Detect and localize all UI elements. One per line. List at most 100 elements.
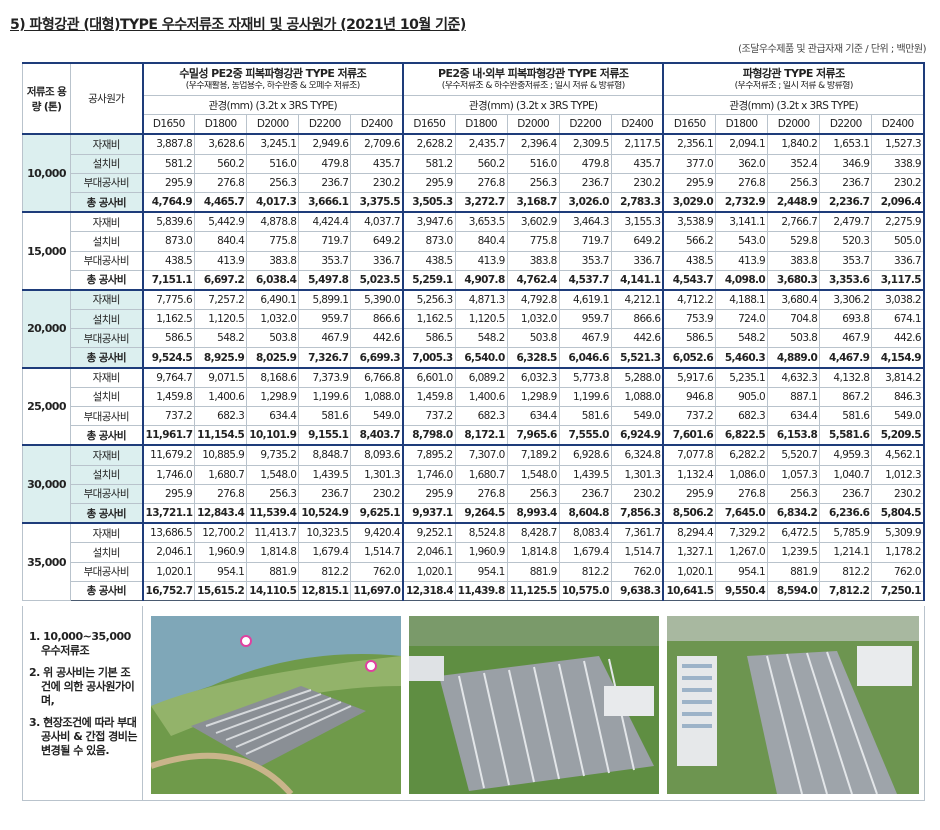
value-cell: 634.4 (246, 405, 300, 427)
value-cell: 9,625.1 (350, 502, 404, 524)
value-cell: 1,239.5 (767, 542, 821, 563)
value-cell: 549.0 (871, 405, 926, 427)
value-cell: 13,721.1 (141, 502, 196, 524)
value-cell: 2,117.5 (610, 133, 665, 155)
value-cell: 2,046.1 (141, 542, 196, 563)
value-cell: 230.2 (350, 483, 404, 504)
diameter-header: D2400 (610, 114, 665, 135)
value-cell: 3,155.3 (610, 211, 665, 233)
value-cell: 8,848.7 (298, 444, 352, 466)
value-cell: 3,653.5 (454, 211, 508, 233)
value-cell: 11,154.5 (194, 425, 248, 446)
value-cell: 1,298.9 (506, 386, 560, 408)
value-cell: 6,601.0 (401, 366, 456, 388)
data-row: 부대공사비 438.5 413.9 383.8 353.7 336.7 438.5 413.9… (23, 250, 926, 271)
value-cell: 881.9 (246, 561, 300, 582)
value-cell: 346.9 (819, 153, 873, 174)
value-cell: 9,155.1 (298, 425, 352, 446)
value-cell: 4,212.1 (610, 288, 665, 311)
item-cell: 총 공사비 (70, 269, 143, 291)
value-cell: 8,403.7 (350, 425, 404, 446)
value-cell: 737.2 (141, 405, 196, 427)
value-cell: 12,700.2 (194, 522, 248, 544)
value-cell: 812.2 (298, 561, 352, 582)
value-cell: 775.8 (506, 231, 560, 252)
value-cell: 438.5 (662, 250, 717, 271)
value-cell: 256.3 (506, 172, 560, 193)
item-cell: 부대공사비 (70, 405, 143, 427)
value-cell: 1,746.0 (141, 464, 196, 485)
value-cell: 5,390.0 (350, 288, 404, 311)
value-cell: 753.9 (662, 309, 717, 330)
value-cell: 549.0 (350, 405, 404, 427)
value-cell: 338.9 (871, 153, 926, 174)
diameter-header: D2000 (246, 114, 300, 135)
value-cell: 5,521.3 (610, 347, 665, 369)
item-cell: 부대공사비 (70, 483, 143, 504)
value-cell: 1,439.5 (558, 464, 612, 485)
value-cell: 6,089.2 (454, 366, 508, 388)
item-cell: 자재비 (70, 522, 143, 544)
value-cell: 6,928.6 (558, 444, 612, 466)
group-subtitle: (우수저류조 ; 일시 저류 & 방류형) (662, 81, 925, 96)
notes: 1. 10,000~35,000 우수저류조 2. 위 공사비는 기본 조건에 의… (23, 606, 143, 800)
item-cell: 총 공사비 (70, 191, 143, 213)
value-cell: 8,594.0 (767, 580, 821, 601)
value-cell: 3,117.5 (871, 269, 926, 291)
value-cell: 503.8 (506, 328, 560, 349)
value-cell: 905.0 (715, 386, 769, 408)
value-cell: 6,822.5 (715, 425, 769, 446)
value-cell: 8,925.9 (194, 347, 248, 369)
value-cell: 467.9 (819, 328, 873, 349)
item-cell: 설치비 (70, 464, 143, 485)
value-cell: 1,120.5 (194, 309, 248, 330)
value-cell: 413.9 (454, 250, 508, 271)
value-cell: 866.6 (350, 309, 404, 330)
value-cell: 4,871.3 (454, 288, 508, 311)
value-cell: 543.0 (715, 231, 769, 252)
value-cell: 516.0 (506, 153, 560, 174)
note: 2. 위 공사비는 기본 조건에 의한 공사원가이며, (29, 666, 135, 707)
value-cell: 2,709.6 (350, 133, 404, 155)
value-cell: 9,764.7 (141, 366, 196, 388)
data-row: 부대공사비 295.9 276.8 256.3 236.7 230.2 295.9 276.8… (23, 172, 926, 193)
value-cell: 634.4 (767, 405, 821, 427)
group-title: 파형강관 TYPE 저류조 (662, 62, 925, 81)
value-cell: 236.7 (558, 483, 612, 504)
value-cell: 276.8 (715, 483, 769, 504)
value-cell: 377.0 (662, 153, 717, 174)
group-subtitle: (우수저류조 & 하수완충저류조 ; 일시 저류 & 방류형) (401, 81, 665, 96)
value-cell: 1,327.1 (662, 542, 717, 563)
data-row: 부대공사비 737.2 682.3 634.4 581.6 549.0 737.2 682.3… (23, 405, 926, 427)
value-cell: 9,524.5 (141, 347, 196, 369)
value-cell: 6,052.6 (662, 347, 717, 369)
data-row: 30,000 자재비 11,679.2 10,885.9 9,735.2 8,848.7 8… (22, 444, 926, 524)
site-image (409, 616, 659, 794)
value-cell: 8,428.7 (506, 522, 560, 544)
value-cell: 959.7 (558, 309, 612, 330)
value-cell: 10,524.9 (298, 502, 352, 524)
value-cell: 2,096.4 (871, 191, 926, 213)
item-cell: 설치비 (70, 309, 143, 330)
value-cell: 8,083.4 (558, 522, 612, 544)
value-cell: 586.5 (401, 328, 456, 349)
value-cell: 5,259.1 (401, 269, 456, 291)
value-cell: 295.9 (141, 172, 196, 193)
value-cell: 3,272.7 (454, 191, 508, 213)
value-cell: 383.8 (767, 250, 821, 271)
value-cell: 866.6 (610, 309, 665, 330)
value-cell: 5,497.8 (298, 269, 352, 291)
value-cell: 1,040.7 (819, 464, 873, 485)
value-cell: 7,329.2 (715, 522, 769, 544)
value-cell: 2,949.6 (298, 133, 352, 155)
value-cell: 6,924.9 (610, 425, 665, 446)
value-cell: 1,214.1 (819, 542, 873, 563)
value-cell: 236.7 (819, 172, 873, 193)
value-cell: 737.2 (662, 405, 717, 427)
value-cell: 1,653.1 (819, 133, 873, 155)
value-cell: 8,798.0 (401, 425, 456, 446)
capacity-cell: 20,000 (22, 288, 71, 369)
value-cell: 549.0 (610, 405, 665, 427)
value-cell: 442.6 (610, 328, 665, 349)
